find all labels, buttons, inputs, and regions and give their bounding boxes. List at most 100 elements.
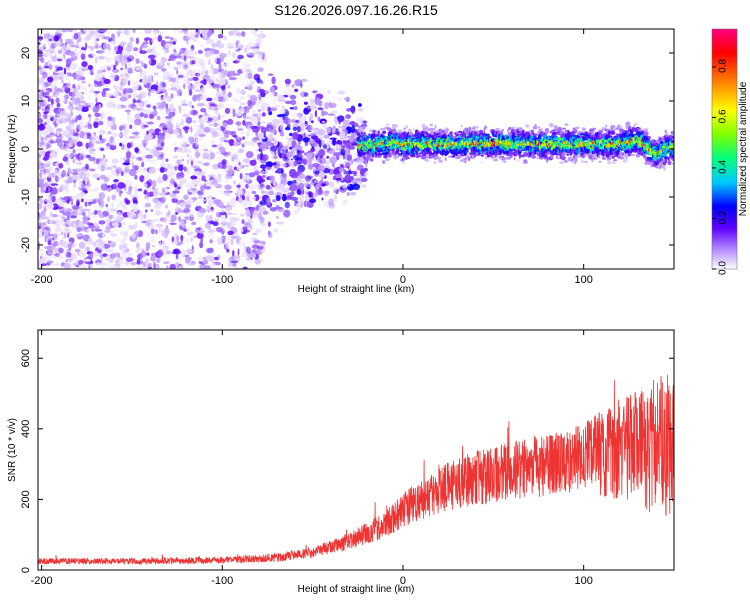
spectrogram-ridge-cell — [496, 156, 501, 159]
spectrogram-noise-cell — [117, 222, 122, 228]
spectrogram-noise-cell — [61, 236, 65, 240]
spectrogram-ridge-cell — [433, 160, 437, 165]
spectrogram-noise-cell — [260, 30, 264, 35]
spectrogram-noise-cell — [260, 249, 268, 254]
spectrogram-noise-cell — [60, 174, 64, 179]
spectrogram-scatter-cell — [298, 173, 305, 180]
spectrogram-noise-cell — [252, 232, 258, 236]
spectrogram-noise-cell — [227, 237, 231, 241]
spectrogram-noise-cell — [118, 47, 123, 55]
spectrogram-noise-cell — [220, 206, 224, 213]
spectrogram-noise-cell — [91, 52, 97, 57]
spectrogram-noise-cell — [228, 139, 235, 146]
spectrogram-noise-cell — [234, 158, 240, 162]
spectrogram-noise-cell — [42, 157, 50, 161]
spectrogram-noise-cell — [197, 102, 205, 107]
spectrogram-noise-cell — [70, 110, 73, 117]
spectrogram-scatter-cell — [268, 190, 275, 196]
spectrogram-scatter-cell — [276, 168, 284, 174]
spectrogram-noise-cell — [98, 220, 106, 225]
spectrogram-noise-cell — [158, 227, 164, 233]
spectrogram-noise-cell — [125, 199, 131, 205]
spectrogram-noise-cell — [155, 146, 163, 151]
spectrogram-noise-cell — [139, 60, 143, 64]
spectrogram-noise-cell — [48, 115, 55, 118]
spectrogram-noise-cell — [113, 64, 116, 70]
spectrogram-noise-cell — [146, 48, 153, 54]
spectrogram-ridge-cell — [474, 126, 480, 129]
spectrogram-noise-cell — [208, 250, 216, 257]
spectrogram-noise-cell — [192, 133, 199, 139]
spectrogram-scatter-cell — [335, 144, 342, 150]
spectrogram-noise-cell — [248, 206, 256, 212]
spectrogram-noise-cell — [127, 112, 131, 116]
spectrogram-noise-cell — [152, 46, 156, 54]
spectrogram-noise-cell — [109, 265, 118, 269]
spectrogram-noise-cell — [200, 80, 204, 84]
spectrogram-noise-cell — [213, 56, 218, 64]
spectrogram-scatter-cell — [265, 170, 268, 175]
spectrogram-noise-cell — [145, 222, 151, 227]
spectrogram-ridge-cell — [444, 130, 448, 135]
spectrogram-noise-cell — [205, 247, 214, 254]
spectrogram-scatter-cell — [262, 211, 269, 215]
spectrogram-noise-cell — [113, 50, 117, 54]
spectrogram-noise-cell — [139, 50, 148, 54]
spectrogram-noise-cell — [234, 217, 238, 220]
spectrogram-scatter-cell — [284, 201, 290, 209]
spectrogram-noise-cell — [108, 46, 111, 51]
spectrogram-noise-cell — [204, 186, 212, 190]
spectrogram-ridge-cell — [498, 150, 502, 153]
spectrogram-scatter-cell — [303, 182, 312, 188]
spectrogram-noise-cell — [201, 147, 207, 151]
spectrogram-scatter-cell — [318, 139, 322, 148]
spectrogram-noise-cell — [72, 84, 76, 89]
spectrogram-noise-cell — [240, 130, 246, 135]
spectrogram-scatter-cell — [289, 159, 294, 167]
spectrogram-noise-cell — [207, 85, 213, 89]
spectrogram-noise-cell — [69, 42, 76, 47]
spectrogram-noise-cell — [217, 254, 221, 259]
spectrogram-scatter-cell — [313, 180, 317, 183]
spectrogram-scatter-cell — [339, 130, 346, 139]
spectrogram-noise-cell — [124, 63, 128, 70]
spectrogram-noise-cell — [172, 190, 180, 194]
spectrogram-noise-cell — [248, 125, 251, 129]
spectrogram-noise-cell — [200, 115, 209, 123]
spectrogram-noise-cell — [63, 226, 71, 231]
spectrogram-noise-cell — [204, 103, 211, 109]
spectrogram-noise-cell — [135, 242, 140, 249]
spectrogram-noise-cell — [104, 255, 110, 260]
spectrogram-scatter-cell — [333, 194, 338, 202]
spectrogram-noise-cell — [134, 118, 142, 126]
spectrogram-scatter-cell — [272, 96, 277, 104]
spectrogram-scatter-cell — [273, 119, 281, 126]
spectrogram-noise-cell — [42, 48, 46, 55]
spectrogram-noise-cell — [202, 79, 207, 86]
spectrogram-noise-cell — [185, 256, 193, 261]
spectrogram-noise-cell — [38, 66, 42, 71]
spectrogram-noise-cell — [182, 200, 191, 206]
spectrogram-noise-cell — [249, 46, 256, 50]
spectrogram-noise-cell — [39, 172, 42, 178]
spectrogram-noise-cell — [49, 211, 53, 219]
spectrogram-noise-cell — [54, 86, 58, 92]
spectrogram-noise-cell — [77, 84, 81, 90]
spectrogram-noise-cell — [47, 76, 54, 83]
spectrogram-noise-cell — [136, 257, 141, 265]
spectrogram-scatter-cell — [294, 79, 303, 87]
spectrogram-noise-cell — [175, 124, 180, 130]
spectrogram-scatter-cell — [298, 182, 305, 191]
spectrogram-noise-cell — [162, 173, 168, 181]
spectrogram-noise-cell — [135, 58, 140, 64]
spectrogram-noise-cell — [142, 76, 145, 83]
spectrogram-noise-cell — [111, 169, 117, 175]
spectrogram-noise-cell — [237, 128, 244, 131]
spectrogram-noise-cell — [110, 233, 118, 238]
spectrogram-noise-cell — [58, 71, 65, 78]
spectrogram-noise-cell — [51, 127, 55, 133]
spectrogram-noise-cell — [101, 90, 107, 98]
spectrogram-noise-cell — [182, 126, 190, 130]
spectrogram-noise-cell — [64, 117, 71, 122]
spectrogram-noise-cell — [132, 214, 139, 220]
